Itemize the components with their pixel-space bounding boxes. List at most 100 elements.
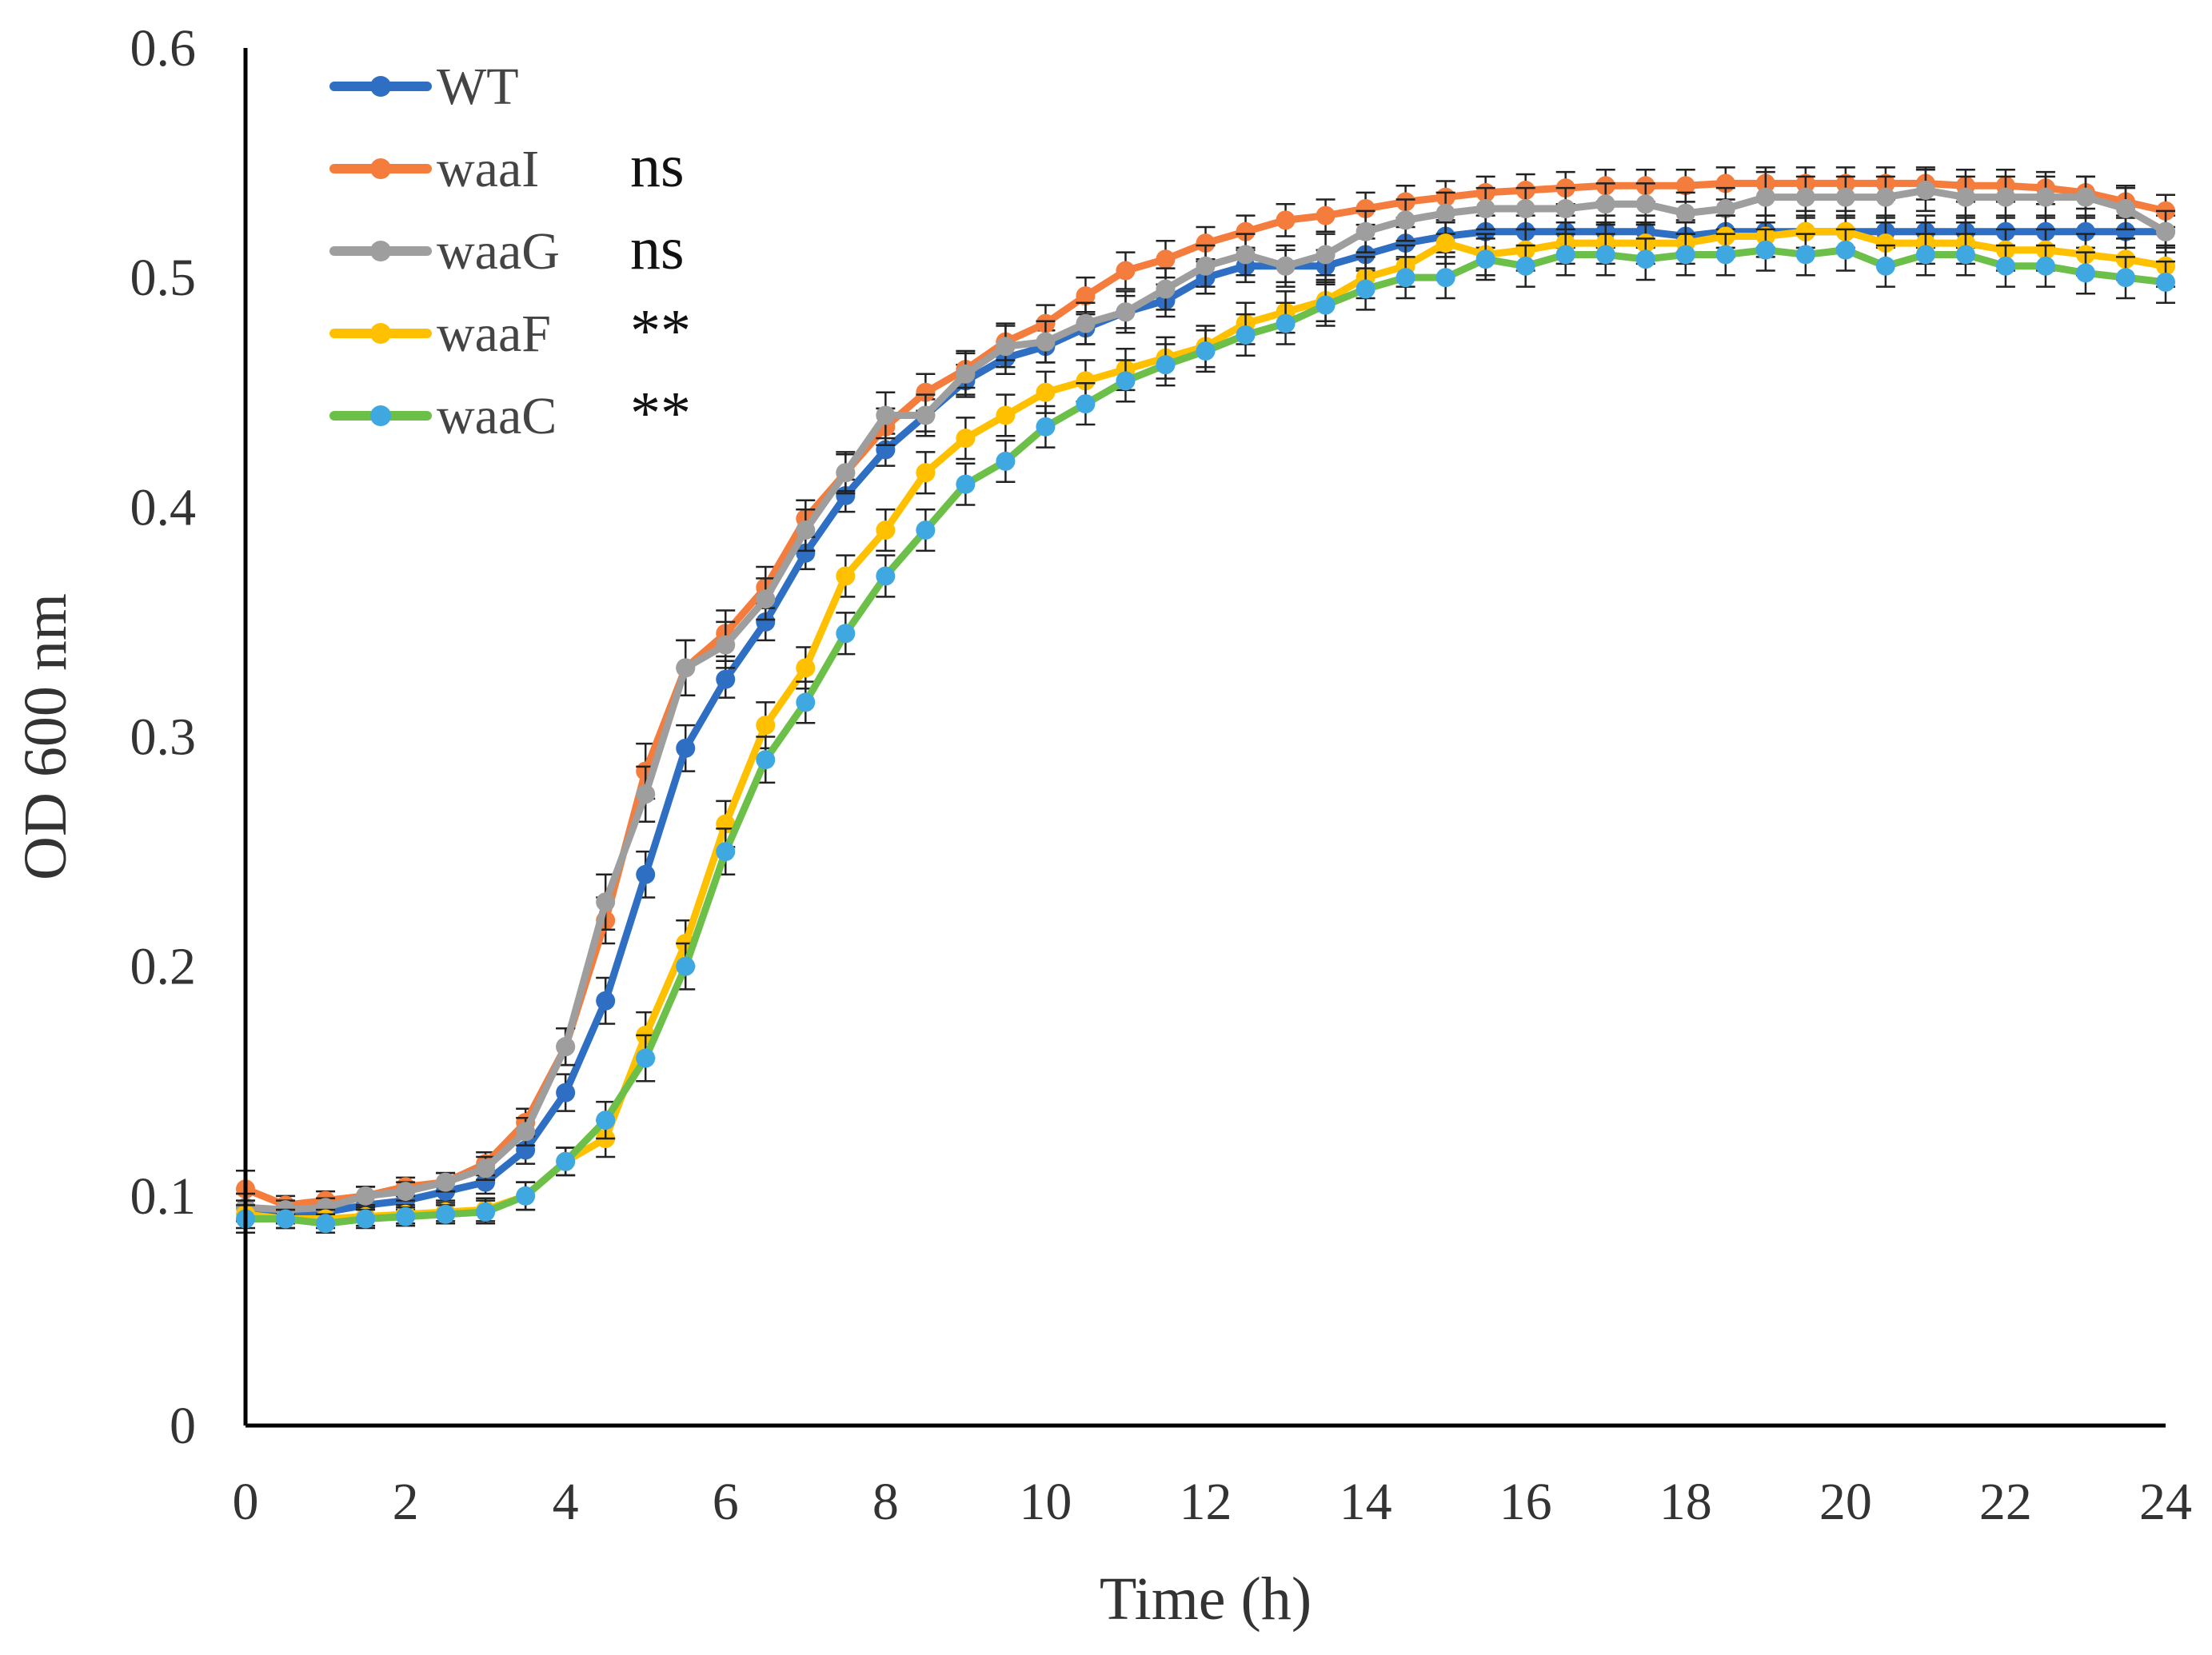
data-point [1036, 332, 1056, 352]
data-point [1435, 268, 1455, 288]
series-line-WT [242, 228, 2170, 1218]
data-point [516, 1122, 536, 1142]
data-point [716, 635, 736, 655]
data-point [2156, 221, 2175, 241]
data-point [1835, 240, 1855, 260]
data-point [1356, 199, 1376, 219]
data-point [916, 520, 936, 540]
data-point [916, 382, 936, 402]
data-point [1395, 268, 1415, 288]
x-tick-label: 24 [2139, 1473, 2192, 1531]
data-point [356, 1209, 376, 1229]
data-point [1595, 194, 1615, 214]
data-point [1875, 187, 1895, 207]
data-point [1555, 245, 1575, 265]
data-point [1715, 245, 1735, 265]
legend-label: waaI [437, 140, 539, 198]
data-point [1995, 256, 2015, 276]
data-point [596, 892, 616, 912]
data-point [2075, 221, 2095, 241]
data-point [1435, 203, 1455, 223]
data-point [2035, 256, 2055, 276]
data-point [2156, 272, 2175, 292]
data-point [1755, 187, 1775, 207]
data-point [1915, 245, 1935, 265]
x-axis-tick-labels: 0 2 4 6 8 10 12 14 16 18 20 22 24 [233, 1473, 2193, 1531]
data-point [556, 1037, 576, 1057]
data-point [556, 1083, 576, 1103]
data-point [1595, 245, 1615, 265]
legend-swatch-marker [370, 158, 391, 179]
data-point [796, 692, 816, 712]
data-point [956, 364, 976, 384]
x-tick-label: 14 [1340, 1473, 1392, 1531]
data-point [1835, 187, 1855, 207]
data-point [1196, 233, 1216, 253]
y-tick-label: 0.3 [130, 708, 197, 767]
data-point [716, 842, 736, 862]
data-point [276, 1209, 296, 1229]
data-point [1395, 233, 1415, 253]
data-point [2115, 268, 2135, 288]
x-tick-label: 20 [1819, 1473, 1872, 1531]
data-point [876, 566, 896, 586]
x-tick-label: 6 [713, 1473, 739, 1531]
data-point [956, 474, 976, 494]
data-point [1316, 245, 1336, 265]
x-tick-label: 18 [1659, 1473, 1712, 1531]
x-tick-label: 2 [393, 1473, 419, 1531]
data-point [1196, 341, 1216, 361]
data-point [756, 589, 776, 609]
data-point [1356, 245, 1376, 265]
data-point [596, 991, 616, 1011]
data-point [1156, 355, 1176, 375]
data-point [676, 956, 696, 976]
y-tick-label: 0.6 [130, 19, 197, 78]
x-tick-label: 22 [1979, 1473, 2032, 1531]
data-point [1795, 245, 1815, 265]
data-point [636, 1048, 656, 1068]
y-axis-title: OD 600 nm [12, 593, 79, 880]
y-tick-label: 0.5 [130, 249, 197, 307]
data-point [2115, 221, 2135, 241]
data-point [1156, 249, 1176, 269]
legend-item-waaI: waaI ns [329, 133, 685, 200]
data-point [1515, 199, 1535, 219]
legend-label: WT [437, 58, 519, 116]
legend-label: waaF [437, 305, 551, 363]
legend-label: waaC [437, 387, 557, 445]
data-point [2075, 187, 2095, 207]
data-point [756, 716, 776, 736]
data-point [836, 624, 856, 644]
data-point [1915, 181, 1935, 201]
data-point [1076, 313, 1096, 333]
data-point [1675, 176, 1695, 196]
legend-item-waaF: waaF ** [329, 297, 691, 365]
data-point [996, 451, 1016, 471]
data-point [1116, 261, 1136, 281]
legend-item-waaG: waaG ns [329, 215, 685, 282]
series-layer [236, 166, 2175, 1234]
legend-item-waaC: waaC ** [329, 380, 691, 447]
data-point [1795, 187, 1815, 207]
data-point [796, 520, 816, 540]
data-point [1356, 279, 1376, 299]
data-point [436, 1204, 456, 1224]
data-point [836, 566, 856, 586]
y-tick-label: 0.2 [130, 938, 197, 996]
data-point [796, 658, 816, 678]
significance-label: ** [630, 297, 691, 365]
data-point [1635, 249, 1655, 269]
data-point [916, 405, 936, 425]
data-point [1875, 233, 1895, 253]
data-point [1955, 245, 1975, 265]
legend-swatch-marker [370, 241, 391, 261]
data-point [1356, 221, 1376, 241]
data-point [1395, 210, 1415, 230]
data-point [876, 520, 896, 540]
y-axis-tick-labels: 0 0.1 0.2 0.3 0.4 0.5 0.6 [130, 19, 197, 1455]
data-point [516, 1186, 536, 1206]
data-point [1076, 286, 1096, 306]
data-point [1076, 394, 1096, 414]
